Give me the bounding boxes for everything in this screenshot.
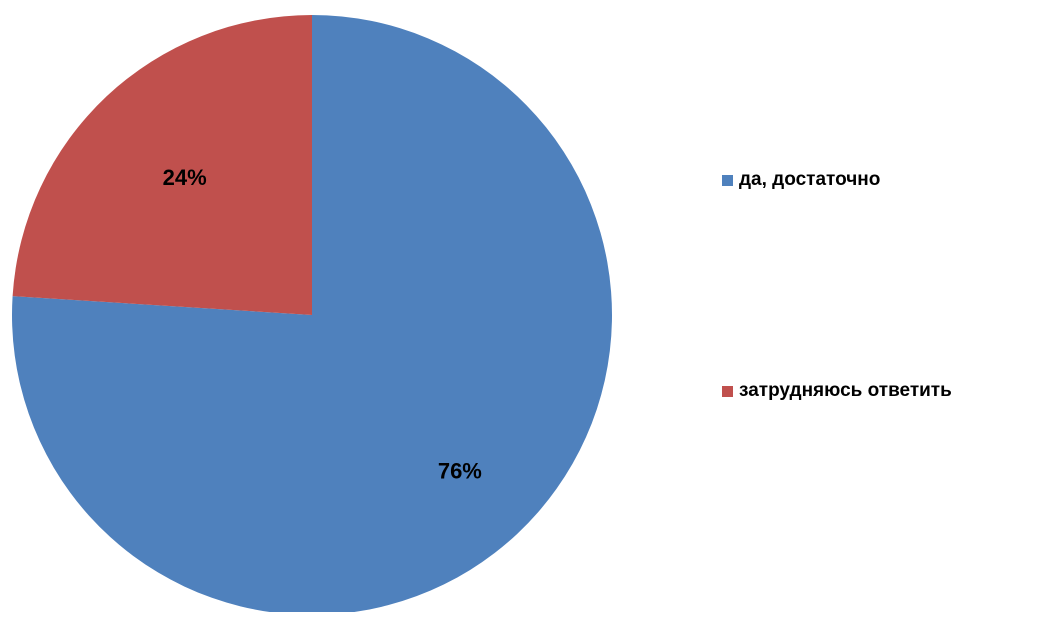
pie-slice-2 [12,15,313,315]
legend-item-yes-enough: да, достаточно [722,169,880,191]
chart-legend: да, достаточно затрудняюсь ответить [722,0,1052,612]
pie-data-labels: 76% 24% [163,165,482,483]
legend-item-hard-to-answer: затрудняюсь ответить [722,380,952,402]
pie-slices [11,15,612,615]
pie-data-label-2: 24% [163,165,207,190]
pie-data-label-1: 76% [438,458,482,483]
legend-label-hard-to-answer: затрудняюсь ответить [739,380,952,401]
legend-swatch-yes-enough [722,174,733,186]
legend-label-yes-enough: да, достаточно [739,169,881,190]
pie-slice-1 [11,15,612,615]
legend-swatch-hard-to-answer [722,385,733,397]
